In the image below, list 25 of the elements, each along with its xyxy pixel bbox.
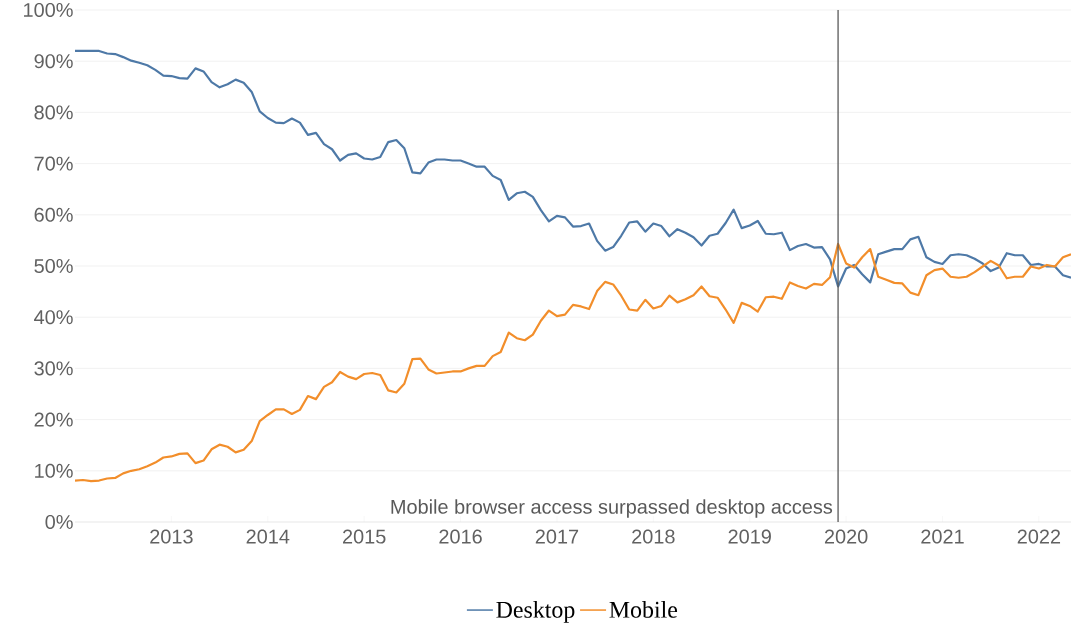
x-tick-label: 2022 [1017,529,1061,544]
y-tick-label: 50% [34,258,73,274]
y-tick-label: 90% [34,54,73,69]
y-tick-label: 80% [34,105,73,120]
legend-label: Desktop [496,601,575,623]
x-tick-label: 2017 [535,529,579,544]
y-tick-label: 70% [34,156,73,171]
x-tick-label: 2015 [343,529,386,544]
x-tick-label: 2016 [439,529,482,544]
y-tick-label: 40% [34,310,73,325]
legend-label: Mobile [609,601,678,618]
x-tick-label: 2014 [246,529,290,544]
y-tick-label: 10% [35,463,73,478]
y-tick-label: 20% [34,412,73,427]
x-tick-label: 2021 [921,529,964,544]
x-tick-label: 2013 [150,529,193,544]
line-series [73,242,1071,483]
y-tick-label: 0% [45,514,73,530]
x-tick-label: 2019 [728,529,771,544]
y-tick-label: 100% [24,2,73,18]
x-tick-label: 2018 [632,529,675,544]
y-tick-label: 60% [34,207,73,222]
x-tick-label: 2020 [824,529,868,544]
y-tick-label: 30% [34,361,73,376]
ref-line-label: Mobile browser access surpassed desktop access [391,499,833,518]
